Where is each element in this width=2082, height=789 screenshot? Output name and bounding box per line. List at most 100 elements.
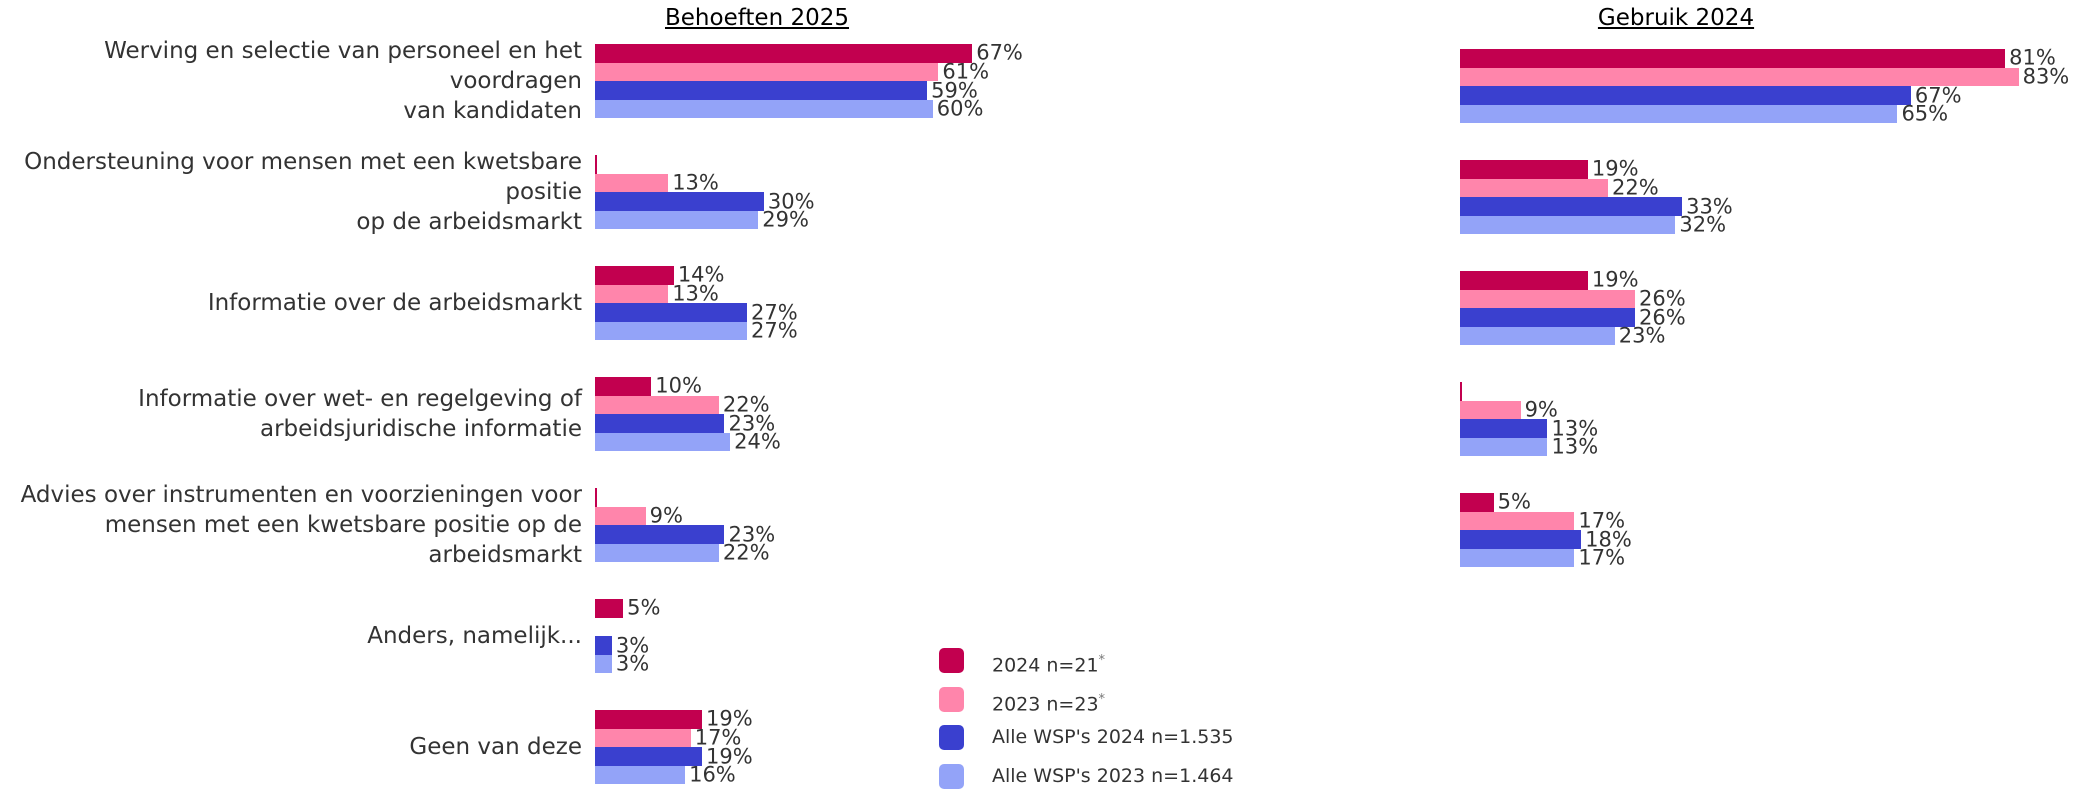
bar [1460, 326, 1615, 346]
value-label: 5% [1497, 489, 1531, 514]
legend-label: Alle WSP's 2023 n=1.464 [992, 764, 1234, 789]
bar [595, 543, 719, 563]
legend-text: 2024 n=21 [992, 654, 1099, 677]
footnote-mark: * [1098, 691, 1106, 707]
value-label: 27% [751, 300, 798, 324]
bar [595, 155, 597, 174]
value-label: 9% [649, 503, 683, 528]
bar [1460, 178, 1609, 198]
bar [1460, 215, 1676, 235]
value-label: 27% [751, 318, 798, 343]
value-label: 17% [1578, 545, 1626, 570]
bar [595, 414, 725, 433]
value-label: 18% [1585, 527, 1632, 551]
value-label: 19% [1591, 156, 1639, 181]
legend-label: Alle WSP's 2024 n=1.535 [992, 725, 1234, 750]
bar [595, 99, 933, 119]
bar [595, 506, 646, 526]
value-label: 61% [942, 59, 990, 84]
value-label: 22% [722, 540, 770, 565]
value-label: 23% [728, 411, 776, 435]
legend-text: Alle WSP's 2024 n=1.535 [992, 726, 1234, 748]
category-label: Informatie over de arbeidsmarkt [207, 290, 582, 317]
value-label: 13% [672, 170, 719, 195]
bar [595, 210, 759, 230]
bar [595, 266, 674, 285]
value-label: 23% [728, 522, 776, 546]
value-label: 17% [1578, 508, 1626, 533]
value-label: 3% [615, 633, 650, 657]
value-label: 67% [1914, 83, 1962, 107]
bar [595, 395, 719, 415]
value-label: 59% [931, 78, 978, 102]
category-label: Informatie over wet- en regelgeving of a… [138, 386, 582, 443]
bar [1460, 308, 1635, 327]
legend-swatch [939, 763, 964, 789]
value-label: 17% [694, 725, 742, 750]
bar [1460, 160, 1588, 179]
chart-title: Gebruik 2024 [1597, 5, 1755, 31]
bar [595, 765, 686, 785]
bar [1460, 437, 1548, 457]
bar [595, 62, 939, 82]
bar [595, 525, 725, 544]
bar [1460, 419, 1548, 438]
category-label: Anders, namelijk... [367, 623, 582, 650]
bar [1460, 493, 1494, 512]
footnote-mark: * [1098, 653, 1106, 668]
category-label: Ondersteuning voor mensen met een kwetsb… [24, 149, 582, 236]
bar [1460, 511, 1575, 531]
value-label: 23% [1618, 323, 1666, 348]
legend-label: 2024 n=21* [992, 648, 1105, 678]
legend-label: 2023 n=23* [992, 687, 1105, 717]
bar [595, 636, 612, 655]
value-label: 13% [1551, 434, 1599, 459]
category-label: Geen van deze [409, 734, 582, 761]
value-label: 60% [936, 96, 984, 121]
bar [595, 599, 624, 618]
value-label: 13% [1551, 416, 1599, 440]
bar [595, 284, 669, 304]
bar [1460, 86, 1911, 105]
bar [1460, 67, 2019, 87]
bar [595, 710, 702, 729]
value-label: 65% [1901, 101, 1949, 126]
bar [595, 173, 669, 193]
value-label: 83% [2022, 64, 2070, 89]
category-label: Werving en selectie van personeel en het… [104, 38, 582, 125]
value-label: 3% [615, 651, 650, 676]
value-label: 22% [722, 392, 770, 417]
bar [1460, 49, 2006, 68]
bar [595, 654, 612, 674]
value-label: 19% [1591, 267, 1639, 292]
value-label: 5% [627, 595, 661, 620]
value-label: 26% [1638, 305, 1686, 329]
value-label: 22% [1612, 175, 1659, 200]
legend-swatch [939, 648, 964, 673]
value-label: 29% [762, 207, 809, 232]
legend-text: 2023 n=23 [992, 692, 1099, 715]
value-label: 13% [672, 281, 719, 306]
value-label: 30% [767, 189, 815, 213]
bar [1460, 548, 1575, 568]
bar [595, 321, 747, 341]
value-label: 67% [976, 40, 1023, 65]
bar [595, 44, 973, 63]
value-label: 26% [1638, 286, 1686, 311]
bar [595, 747, 702, 766]
bar [1460, 289, 1635, 309]
value-label: 10% [655, 373, 702, 398]
value-label: 32% [1679, 212, 1727, 237]
bar [595, 303, 747, 322]
bar [595, 432, 731, 452]
legend-swatch [939, 686, 964, 712]
chart-title: Behoeften 2025 [664, 5, 850, 31]
value-label: 16% [689, 762, 736, 787]
bar [595, 377, 652, 396]
value-label: 33% [1686, 194, 1733, 218]
value-label: 14% [677, 262, 725, 287]
category-label: Advies over instrumenten en voorzieninge… [20, 482, 582, 569]
bar [1460, 104, 1898, 124]
value-label: 81% [2009, 45, 2056, 70]
